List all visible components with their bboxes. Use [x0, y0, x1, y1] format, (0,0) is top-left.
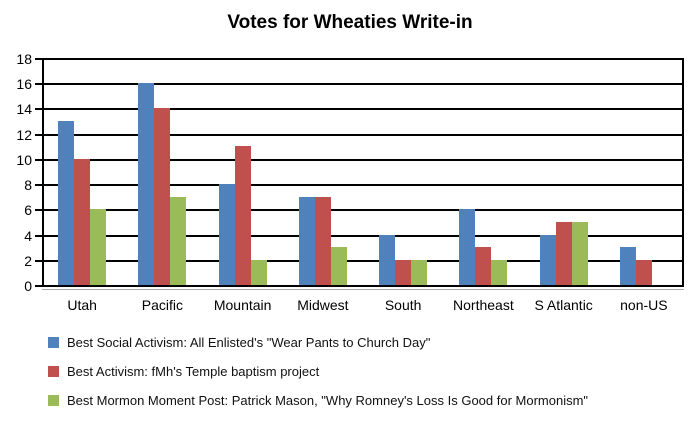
y-axis-tick-label: 4	[24, 227, 32, 244]
bar-non-us-series-1	[619, 247, 636, 285]
plot-area: 0 2 4 6 8 10 12 14 16 18	[16, 51, 684, 294]
chart-legend: Best Social Activism: All Enlisted's "We…	[48, 334, 588, 421]
y-axis-tick-mark	[35, 184, 44, 187]
x-axis-shadow	[42, 289, 684, 290]
y-axis-tick-mark	[35, 108, 44, 111]
y-axis-tick-label: 0	[24, 278, 32, 294]
bar-s-atlantic-series-3	[571, 221, 588, 285]
bar-midwest-series-3	[330, 247, 347, 285]
x-axis-category-label: Midwest	[297, 297, 349, 313]
bar-northeast-series-1	[459, 209, 476, 285]
legend-label: Best Social Activism: All Enlisted's "We…	[67, 335, 431, 350]
legend-label: Best Mormon Moment Post: Patrick Mason, …	[67, 393, 589, 408]
y-axis-tick-mark	[35, 285, 44, 287]
plot-border-right	[682, 58, 684, 287]
x-axis-category-label: S Atlantic	[534, 297, 593, 313]
legend-label: Best Activism: fMh's Temple baptism proj…	[67, 364, 320, 379]
x-axis-category-row: Utah Pacific Mountain Midwest South Northeast…	[42, 295, 684, 315]
x-axis-category-label: Northeast	[453, 297, 514, 313]
gridline	[42, 209, 684, 212]
legend-item: Best Social Activism: All Enlisted's "We…	[48, 334, 588, 352]
bar-midwest-series-2	[314, 196, 331, 285]
y-axis-tick-mark	[35, 58, 44, 60]
y-axis-tick-label: 6	[24, 202, 32, 219]
bar-utah-series-1	[58, 121, 75, 285]
y-axis-tick-label: 18	[16, 51, 32, 67]
bar-mountain-series-3	[250, 259, 267, 285]
bar-south-series-1	[379, 234, 396, 285]
bar-northeast-series-3	[491, 259, 508, 285]
x-axis-category-label: Pacific	[141, 297, 183, 313]
x-axis-category-label: Mountain	[213, 297, 272, 313]
bar-mountain-series-1	[218, 184, 235, 285]
gridline	[42, 108, 684, 111]
y-axis-tick-label: 8	[24, 177, 32, 194]
chart-title: Votes for Wheaties Write-in	[227, 12, 473, 33]
y-axis-line	[42, 58, 44, 287]
y-axis-tick-label: 12	[16, 126, 32, 143]
bar-mountain-series-2	[234, 146, 251, 285]
bar-s-atlantic-series-1	[539, 234, 556, 285]
gridline	[42, 83, 684, 86]
x-axis-category-label: South	[384, 297, 422, 313]
bar-utah-series-2	[74, 158, 91, 285]
y-axis-tick-mark	[35, 83, 44, 86]
gridline	[42, 234, 684, 237]
gridline	[42, 133, 684, 136]
x-axis-line	[42, 285, 684, 287]
bar-pacific-series-3	[170, 196, 187, 285]
bar-south-series-2	[395, 259, 412, 285]
gridline	[42, 58, 684, 60]
y-axis-tick-label: 10	[16, 151, 32, 168]
bar-south-series-3	[411, 259, 428, 285]
bar-non-us-series-2	[635, 259, 652, 285]
y-axis-tick-label: 14	[16, 101, 32, 118]
legend-swatch-icon	[48, 395, 59, 406]
x-axis-category-label: Utah	[67, 297, 97, 313]
gridline	[42, 259, 684, 262]
y-axis-tick-mark	[35, 133, 44, 136]
legend-item: Best Mormon Moment Post: Patrick Mason, …	[48, 392, 588, 410]
bar-pacific-series-2	[154, 108, 171, 285]
bar-pacific-series-1	[138, 83, 155, 285]
y-axis-tick-label: 16	[16, 76, 32, 93]
bar-s-atlantic-series-2	[555, 221, 572, 285]
gridline	[42, 158, 684, 161]
y-axis-tick-label: 2	[24, 252, 32, 269]
legend-item: Best Activism: fMh's Temple baptism proj…	[48, 363, 588, 381]
y-axis-tick-mark	[35, 158, 44, 161]
legend-swatch-icon	[48, 366, 59, 377]
bar-utah-series-3	[90, 209, 107, 285]
bar-northeast-series-2	[475, 247, 492, 285]
y-axis-tick-mark	[35, 259, 44, 262]
y-axis-tick-mark	[35, 209, 44, 212]
x-axis-category-label: non-US	[620, 297, 668, 313]
gridline	[42, 184, 684, 187]
y-axis-tick-mark	[35, 234, 44, 237]
bar-midwest-series-1	[298, 196, 315, 285]
legend-swatch-icon	[48, 337, 59, 348]
